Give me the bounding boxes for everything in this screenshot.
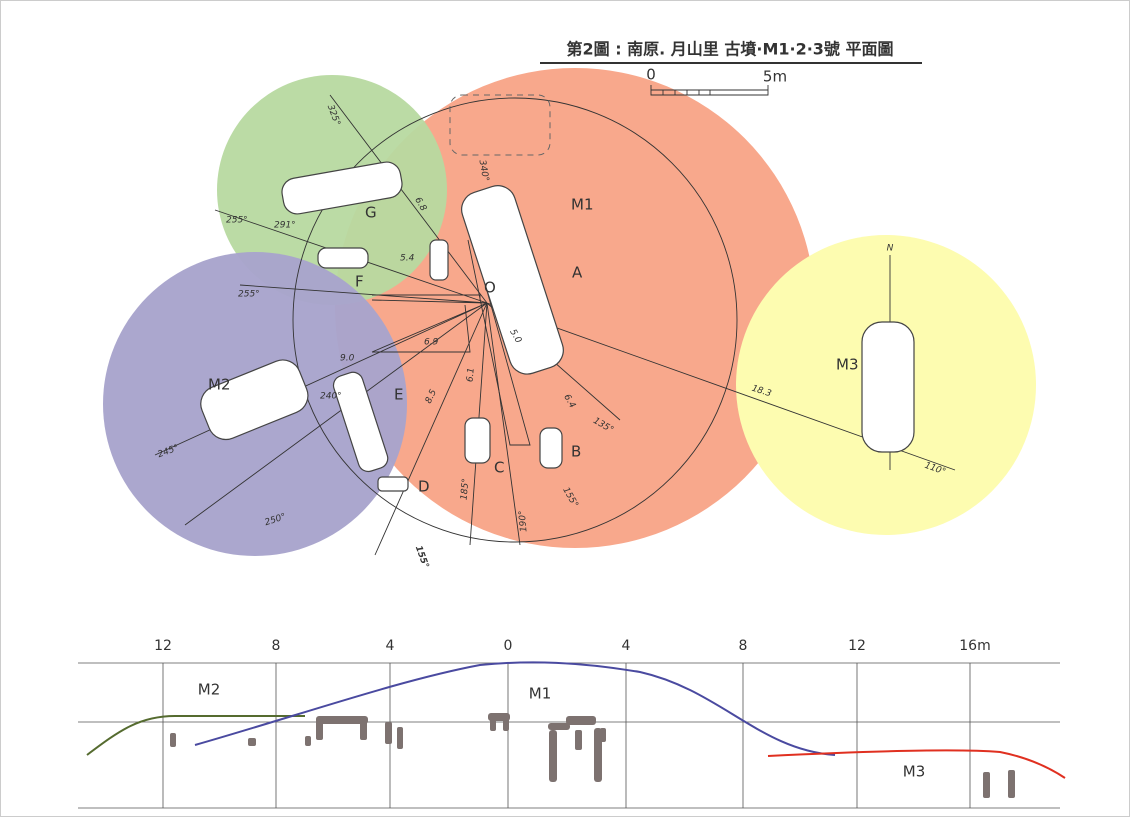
section-tick-label: 4 xyxy=(622,638,631,654)
section-stones xyxy=(170,713,1015,798)
section-tick-label: 8 xyxy=(272,638,281,654)
scale-bar xyxy=(650,85,769,96)
mound-label: M3 xyxy=(836,356,859,374)
section-tick-label: 4 xyxy=(386,638,395,654)
mound-label: M2 xyxy=(208,376,231,394)
mound-outline xyxy=(292,97,738,543)
mound-label: M1 xyxy=(571,196,594,214)
bearing: 255° xyxy=(238,290,260,300)
scale-start: 0 xyxy=(646,66,656,84)
mound-m1-area xyxy=(335,68,815,548)
bearing: 240° xyxy=(320,392,342,402)
m3-profile xyxy=(767,749,1066,779)
section-label: M2 xyxy=(198,681,221,699)
title: 第2圖 : 南原. 月山里 古墳·M1·2·3號 平面圖 xyxy=(566,40,893,59)
distance: 6.1 xyxy=(466,367,477,382)
section-tick-label: 0 xyxy=(504,638,513,654)
section-ticks: 12 8 4 0 4 8 12 16m xyxy=(154,638,991,654)
section-tick-label: 16m xyxy=(959,638,990,654)
section-label: M3 xyxy=(903,763,926,781)
stone-label: G xyxy=(365,204,377,222)
center-label: O xyxy=(484,279,496,297)
scale-end: 5m xyxy=(763,68,787,86)
stone-label: E xyxy=(394,386,403,404)
stone-label: A xyxy=(572,264,583,282)
bearing: 291° xyxy=(274,221,296,231)
distance: 6.9 xyxy=(424,338,439,348)
section-label: M1 xyxy=(529,685,552,703)
bearing: 185° xyxy=(460,478,472,500)
stone-label: B xyxy=(571,443,581,461)
m1-profile xyxy=(194,661,836,756)
stone-label: D xyxy=(418,478,430,496)
stone-clusters xyxy=(200,94,915,492)
north-label: N xyxy=(887,244,894,254)
bearing: 190° xyxy=(518,510,530,532)
stone-label: F xyxy=(355,273,364,291)
stone-label: C xyxy=(494,459,504,477)
section-tick-label: 12 xyxy=(848,638,866,654)
m2-profile xyxy=(86,715,305,756)
bearing: 255° xyxy=(226,216,248,226)
bearing: 340° xyxy=(477,159,491,182)
section-tick-label: 8 xyxy=(739,638,748,654)
section-tick-label: 12 xyxy=(154,638,172,654)
distance: 9.0 xyxy=(340,354,355,364)
distance: 5.4 xyxy=(400,254,415,264)
